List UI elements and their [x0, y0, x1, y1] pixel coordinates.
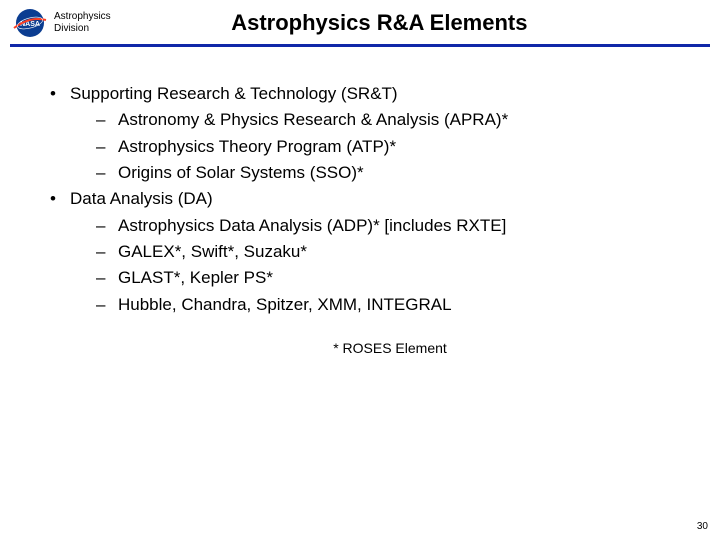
logo-box: NASA Astrophysics Division	[12, 8, 111, 38]
division-line1: Astrophysics	[54, 11, 111, 23]
sub-list: Astrophysics Data Analysis (ADP)* [inclu…	[70, 213, 680, 318]
slide-title: Astrophysics R&A Elements	[111, 10, 708, 36]
sub-item: Astrophysics Theory Program (ATP)*	[96, 134, 680, 160]
item-label: Data Analysis (DA)	[70, 189, 213, 208]
page-number: 30	[697, 521, 708, 532]
item-label: Supporting Research & Technology (SR&T)	[70, 84, 398, 103]
sub-item: Astrophysics Data Analysis (ADP)* [inclu…	[96, 213, 680, 239]
sub-item: Origins of Solar Systems (SSO)*	[96, 160, 680, 186]
bullet-list: Supporting Research & Technology (SR&T) …	[40, 81, 680, 318]
division-line2: Division	[54, 23, 111, 35]
sub-item: GLAST*, Kepler PS*	[96, 265, 680, 291]
sub-item: Astronomy & Physics Research & Analysis …	[96, 107, 680, 133]
nasa-logo-icon: NASA	[12, 8, 48, 38]
division-label: Astrophysics Division	[54, 11, 111, 35]
slide-header: NASA Astrophysics Division Astrophysics …	[0, 0, 720, 42]
slide-body: Supporting Research & Technology (SR&T) …	[0, 47, 720, 356]
list-item: Supporting Research & Technology (SR&T) …	[40, 81, 680, 186]
sub-list: Astronomy & Physics Research & Analysis …	[70, 107, 680, 186]
footnote: * ROSES Element	[40, 340, 680, 356]
sub-item: GALEX*, Swift*, Suzaku*	[96, 239, 680, 265]
sub-item: Hubble, Chandra, Spitzer, XMM, INTEGRAL	[96, 292, 680, 318]
list-item: Data Analysis (DA) Astrophysics Data Ana…	[40, 186, 680, 318]
